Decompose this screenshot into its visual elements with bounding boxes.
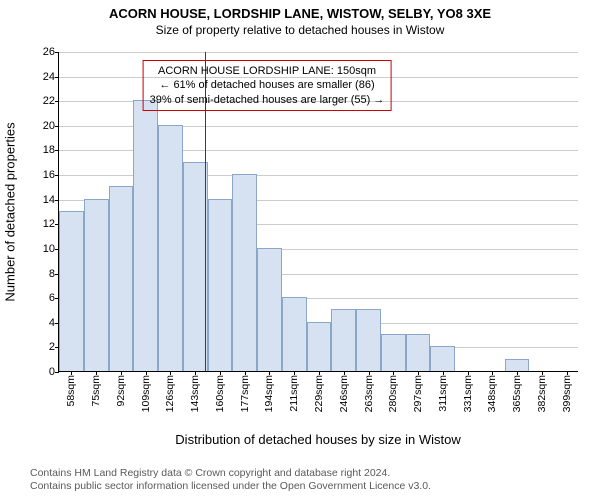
y-tick-label: 24 [43,71,55,83]
annotation-box: ACORN HOUSE LORDSHIP LANE: 150sqm← 61% o… [143,60,392,111]
histogram-bar [183,162,208,371]
y-tick-mark [55,126,59,127]
histogram-bar [381,334,406,371]
histogram-bar [109,186,134,371]
x-tick-label: 311sqm [437,375,449,412]
x-tick-label: 297sqm [412,375,424,412]
histogram-bar [84,199,109,371]
y-tick-mark [55,200,59,201]
x-tick-label: 263sqm [363,375,375,412]
x-tick-label: 229sqm [313,375,325,412]
x-tick-label: 399sqm [561,375,573,412]
x-tick-label: 143sqm [189,375,201,412]
y-tick-mark [55,372,59,373]
histogram-bar [430,346,455,371]
footer-line-1: Contains HM Land Registry data © Crown c… [30,467,431,481]
annotation-line: 39% of semi-detached houses are larger (… [150,93,385,107]
x-tick-label: 246sqm [338,375,350,412]
annotation-line: ACORN HOUSE LORDSHIP LANE: 150sqm [150,64,385,78]
y-tick-label: 4 [49,317,55,329]
x-axis-label: Distribution of detached houses by size … [175,432,460,447]
x-tick-label: 348sqm [486,375,498,412]
histogram-bar [307,322,332,371]
y-tick-mark [55,101,59,102]
x-tick-label: 211sqm [288,375,300,412]
y-tick-label: 8 [49,268,55,280]
plot-area: 0246810121416182022242658sqm75sqm92sqm10… [58,52,578,372]
x-tick-label: 109sqm [140,375,152,412]
y-tick-mark [55,150,59,151]
y-axis-label: Number of detached properties [3,122,18,301]
y-tick-mark [55,52,59,53]
x-tick-label: 177sqm [239,375,251,412]
histogram-bar [505,359,530,371]
histogram-bar [356,309,381,371]
y-tick-label: 6 [49,292,55,304]
y-tick-label: 10 [43,243,55,255]
annotation-line: ← 61% of detached houses are smaller (86… [150,78,385,92]
histogram-chart: 0246810121416182022242658sqm75sqm92sqm10… [0,0,600,500]
x-tick-label: 280sqm [387,375,399,412]
y-tick-mark [55,77,59,78]
x-tick-label: 365sqm [511,375,523,412]
y-tick-label: 18 [43,144,55,156]
footer-line-2: Contains public sector information licen… [30,480,431,494]
histogram-bar [232,174,257,371]
x-tick-label: 194sqm [263,375,275,412]
footer-attribution: Contains HM Land Registry data © Crown c… [30,467,431,494]
x-tick-label: 92sqm [115,375,127,407]
histogram-bar [208,199,233,371]
y-tick-label: 2 [49,341,55,353]
y-tick-label: 14 [43,194,55,206]
histogram-bar [158,125,183,371]
gridline [59,52,578,53]
histogram-bar [133,100,158,371]
x-tick-label: 75sqm [90,375,102,407]
histogram-bar [282,297,307,371]
x-tick-label: 331sqm [462,375,474,412]
x-tick-label: 160sqm [214,375,226,412]
y-tick-mark [55,175,59,176]
y-tick-label: 20 [43,120,55,132]
x-tick-label: 382sqm [536,375,548,412]
histogram-bar [331,309,356,371]
histogram-bar [406,334,431,371]
x-tick-label: 126sqm [164,375,176,412]
y-tick-label: 16 [43,169,55,181]
x-tick-label: 58sqm [65,375,77,407]
y-tick-label: 22 [43,95,55,107]
histogram-bar [257,248,282,371]
histogram-bar [59,211,84,371]
y-tick-label: 0 [49,366,55,378]
y-tick-label: 26 [43,46,55,58]
y-tick-label: 12 [43,218,55,230]
